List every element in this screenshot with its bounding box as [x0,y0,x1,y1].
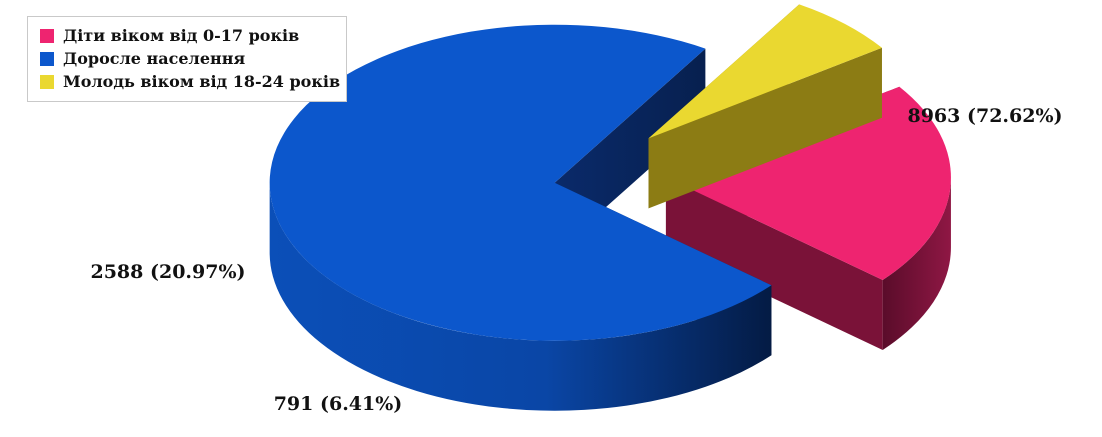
slice-wall-youth-end [648,47,882,209]
slice-labels: 2588 (20.97%) 8963 (72.62%) 791 (6.41%) [90,105,1062,415]
legend-swatch-children [40,28,54,43]
slice-top-adults [269,24,772,341]
legend-item-youth: Молодь віком від 18-24 років [40,70,346,93]
slice-label-adults: 8963 (72.62%) [907,105,1062,127]
slice-top-youth [648,4,882,139]
pie-slice-youth [648,4,882,209]
slice-label-youth: 791 (6.41%) [274,393,403,415]
pie-slice-adults [269,24,772,411]
slice-label-children: 2588 (20.97%) [90,261,245,283]
legend-label-adults: Доросле населення [63,49,246,68]
slice-top-children [665,86,951,281]
legend-item-adults: Доросле населення [40,47,346,70]
legend: Діти віком від 0-17 років Доросле населе… [27,16,347,102]
slice-side-children [882,177,951,351]
pie-slices [269,4,951,411]
legend-swatch-youth [40,74,54,89]
slice-wall-children-end [665,177,883,351]
legend-item-children: Діти віком від 0-17 років [40,24,346,47]
legend-label-youth: Молодь віком від 18-24 років [63,72,341,91]
legend-swatch-adults [40,51,54,66]
legend-label-children: Діти віком від 0-17 років [63,26,300,45]
slice-side-adults [269,182,772,411]
